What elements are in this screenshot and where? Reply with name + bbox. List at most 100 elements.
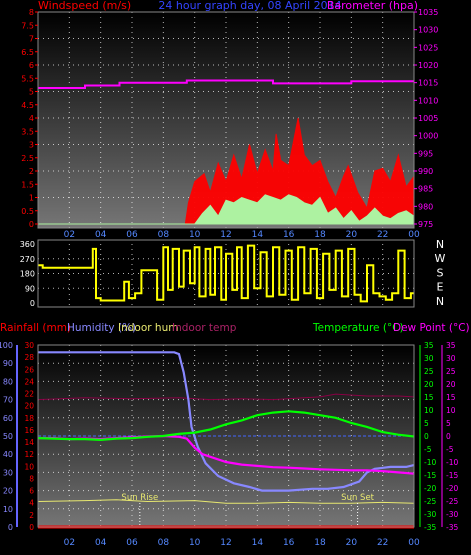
indoor-hum-title: Indoor hum (118, 322, 178, 334)
wind-series (38, 79, 415, 225)
barometer-tick-label: 975 (418, 220, 433, 229)
temperature-tick-label: 5 (424, 419, 429, 428)
wind-x-tick-label: 16 (283, 230, 295, 240)
barometer-line (38, 79, 414, 89)
dewpoint-tick-label: 15 (446, 393, 456, 402)
barometer-tick-label: 1000 (418, 132, 438, 141)
dewpoint-tick-label: 20 (446, 380, 456, 389)
rainfall-tick-label: 16 (24, 426, 34, 435)
temperature-tick-label: 20 (424, 380, 434, 389)
humidity-tick-label: 100 (0, 341, 13, 350)
direction-axis-ticks: 0 90 180 270 360 (20, 240, 35, 308)
humidity-tick-label: 30 (3, 468, 13, 477)
wind-speed-area (38, 194, 415, 225)
temp-x-tick-label: 12 (220, 538, 231, 548)
rainfall-tick-label: 20 (24, 402, 34, 411)
barometer-tick-label: 1025 (418, 43, 438, 52)
dewpoint-tick-label: -5 (446, 445, 454, 454)
barometer-axis-title: Barometer (hpa) (327, 0, 418, 12)
temperature-tick-label: 25 (424, 367, 434, 376)
dewpoint-tick-label: -20 (446, 484, 458, 493)
dewpoint-tick-label: 10 (446, 406, 456, 415)
temp-x-tick-label: 08 (158, 538, 170, 548)
temp-x-axis-ticks: 02 04 06 08 10 12 14 16 18 20 22 00 (64, 538, 420, 548)
dewpoint-tick-label: -35 (446, 523, 458, 532)
rainfall-tick-label: 14 (24, 438, 34, 447)
wind-x-tick-label: 10 (189, 230, 201, 240)
temperature-axis-ticks: -35 -30 -25 -20 -15 -10 -5 0 5 10 15 20 25 30 35 (419, 341, 436, 532)
temperature-tick-label: 15 (424, 393, 434, 402)
rainfall-tick-label: 8 (29, 474, 34, 483)
chart-title: 24 hour graph day, 08 April 2014 (158, 0, 341, 12)
sun-set-label: Sun Set (341, 493, 374, 503)
rainfall-tick-label: 12 (24, 450, 34, 459)
sun-rise-label: Sun Rise (121, 493, 158, 503)
dewpoint-axis-ticks: -35 -30 -25 -20 -15 -10 -5 0 5 10 15 20 25 30 35 (441, 341, 458, 532)
barometer-tick-label: 1030 (418, 26, 438, 35)
windspeed-tick-label: 3.5 (21, 127, 34, 136)
sun-annotations: Sun Rise Sun Set (121, 493, 375, 527)
compass-label: W (435, 252, 446, 265)
windspeed-tick-label: 3 (29, 141, 34, 150)
humidity-tick-label: 20 (3, 487, 13, 496)
dewpoint-tick-label: -25 (446, 497, 458, 506)
temp-x-tick-label: 22 (377, 538, 388, 548)
humidity-tick-label: 50 (3, 432, 13, 441)
dewpoint-tick-label: 0 (446, 432, 451, 441)
temperature-tick-label: -30 (424, 510, 436, 519)
humidity-tick-label: 80 (3, 377, 13, 386)
barometer-axis-ticks: 975 980 985 990 995 1000 1005 1010 1015 1020 1025 1… (414, 8, 438, 229)
humidity-tick-label: 60 (3, 414, 13, 423)
temperature-tick-label: 10 (424, 406, 434, 415)
temperature-tick-label: -35 (424, 523, 436, 532)
temp-x-tick-label: 20 (346, 538, 358, 548)
wind-direction-line (38, 244, 414, 303)
windspeed-axis-ticks: 0 0.5 1 1.5 2 2.5 3 3.5 4 4.5 5 5.5 6 6.5 7 7.5 8 (21, 8, 38, 229)
rainfall-tick-label: 26 (24, 365, 34, 374)
temperature-tick-label: -5 (424, 445, 432, 454)
barometer-tick-label: 980 (418, 202, 433, 211)
windspeed-tick-label: 5.5 (21, 74, 34, 83)
temp-x-tick-label: 02 (64, 538, 75, 548)
temperature-tick-label: -20 (424, 484, 436, 493)
windspeed-tick-label: 7.5 (21, 21, 34, 30)
wind-plot-border (37, 11, 415, 229)
dewpoint-tick-label: 35 (446, 341, 456, 350)
rainfall-tick-label: 28 (24, 353, 34, 362)
rainfall-axis-title: Rainfall (mm) (0, 322, 71, 334)
windspeed-tick-label: 0 (29, 220, 34, 229)
rainfall-tick-label: 30 (24, 341, 34, 350)
rainfall-tick-label: 24 (24, 377, 34, 386)
dewpoint-tick-label: 5 (446, 419, 451, 428)
temp-x-tick-label: 06 (126, 538, 138, 548)
dewpoint-tick-label: 25 (446, 367, 456, 376)
windspeed-tick-label: 2 (29, 167, 34, 176)
humidity-tick-label: 0 (8, 523, 13, 532)
direction-series (38, 244, 414, 303)
wind-x-tick-label: 00 (408, 230, 420, 240)
wind-x-tick-label: 22 (377, 230, 388, 240)
indoor-temp-title: Indoor temp (172, 322, 237, 334)
windspeed-tick-label: 5 (29, 88, 34, 97)
temperature-line (37, 410, 415, 442)
windspeed-tick-label: 1 (29, 194, 34, 203)
dewpoint-axis-title: Dew Point (°C) (393, 322, 470, 334)
direction-tick-label: 180 (20, 270, 35, 279)
direction-plot-border (37, 239, 415, 308)
rainfall-tick-label: 2 (29, 511, 34, 520)
dewpoint-tick-label: -30 (446, 510, 458, 519)
humidity-axis-ticks: 0 10 20 30 40 50 60 70 80 90 100 (0, 341, 18, 532)
wind-x-tick-label: 20 (346, 230, 358, 240)
barometer-tick-label: 990 (418, 167, 433, 176)
compass-label: N (436, 295, 444, 308)
barometer-tick-label: 1035 (418, 8, 438, 17)
temperature-tick-label: -10 (424, 458, 436, 467)
dewpoint-tick-label: 30 (446, 354, 456, 363)
rainfall-tick-label: 4 (29, 499, 34, 508)
temperature-tick-label: -25 (424, 497, 436, 506)
barometer-tick-label: 985 (418, 185, 433, 194)
compass-label: N (436, 238, 444, 251)
windspeed-tick-label: 6.5 (21, 48, 34, 57)
